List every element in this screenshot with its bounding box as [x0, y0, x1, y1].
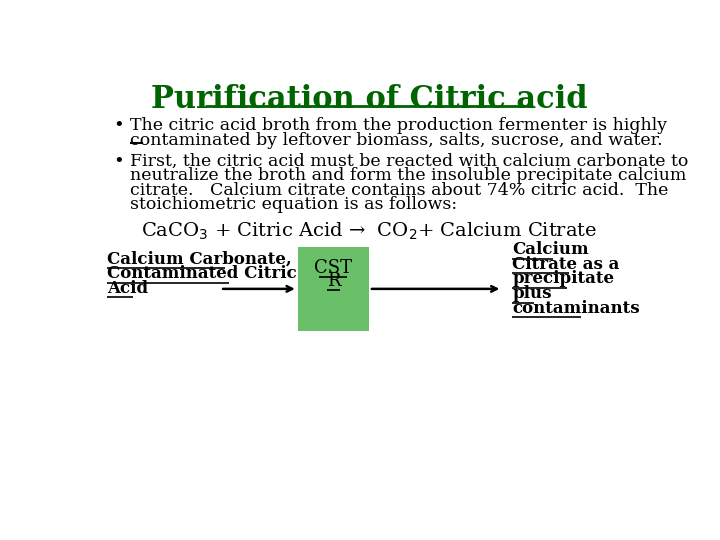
Text: neutralize the broth and form the insoluble precipitate calcium: neutralize the broth and form the insolu…	[130, 167, 687, 184]
Text: •: •	[113, 117, 124, 135]
Text: Calcium Carbonate,: Calcium Carbonate,	[107, 251, 292, 267]
Bar	[297, 247, 369, 331]
Text: precipitate: precipitate	[513, 271, 614, 287]
Text: plus: plus	[513, 285, 552, 302]
Text: Citrate as a: Citrate as a	[513, 256, 620, 273]
Text: Acid: Acid	[107, 280, 148, 296]
Text: CaCO$_3$ + Citric Acid →  CO$_2$+ Calcium Citrate: CaCO$_3$ + Citric Acid → CO$_2$+ Calcium…	[141, 221, 597, 242]
Text: First, the citric acid must be reacted with calcium carbonate to: First, the citric acid must be reacted w…	[130, 153, 688, 170]
Text: The citric acid broth from the production fermenter is highly: The citric acid broth from the productio…	[130, 117, 667, 134]
Text: •: •	[113, 153, 124, 171]
Text: stoichiometric equation is as follows:: stoichiometric equation is as follows:	[130, 197, 457, 213]
Text: Calcium: Calcium	[513, 241, 589, 258]
Text: Purification of Citric acid: Purification of Citric acid	[150, 84, 588, 115]
Text: citrate.   Calcium citrate contains about 74% citric acid.  The: citrate. Calcium citrate contains about …	[130, 182, 669, 199]
Text: contaminated by leftover biomass, salts, sucrose, and water.: contaminated by leftover biomass, salts,…	[130, 132, 663, 149]
Text: Contaminated Citric: Contaminated Citric	[107, 265, 297, 282]
Text: contaminants: contaminants	[513, 300, 640, 316]
Text: CST: CST	[315, 259, 352, 276]
Text: R: R	[327, 272, 340, 289]
